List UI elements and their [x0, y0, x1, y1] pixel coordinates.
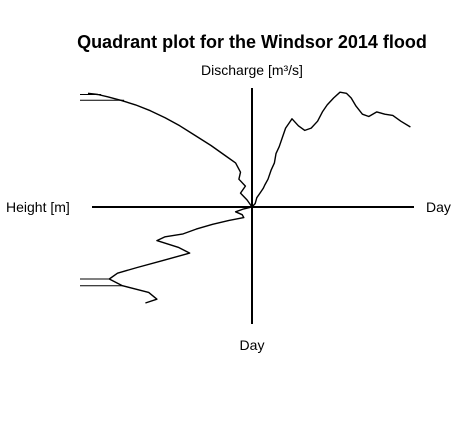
- left-axis-label: Height [m]: [6, 199, 70, 215]
- right-axis-label: Day: [426, 199, 451, 215]
- top-axis-label: Discharge [m³/s]: [201, 62, 303, 78]
- series-line-bottom-left: [108, 206, 253, 304]
- chart-title: Quadrant plot for the Windsor 2014 flood: [77, 32, 427, 52]
- series-line-top-left: [87, 92, 253, 208]
- series-line-top-right: [251, 91, 411, 208]
- bottom-axis-label: Day: [240, 337, 265, 353]
